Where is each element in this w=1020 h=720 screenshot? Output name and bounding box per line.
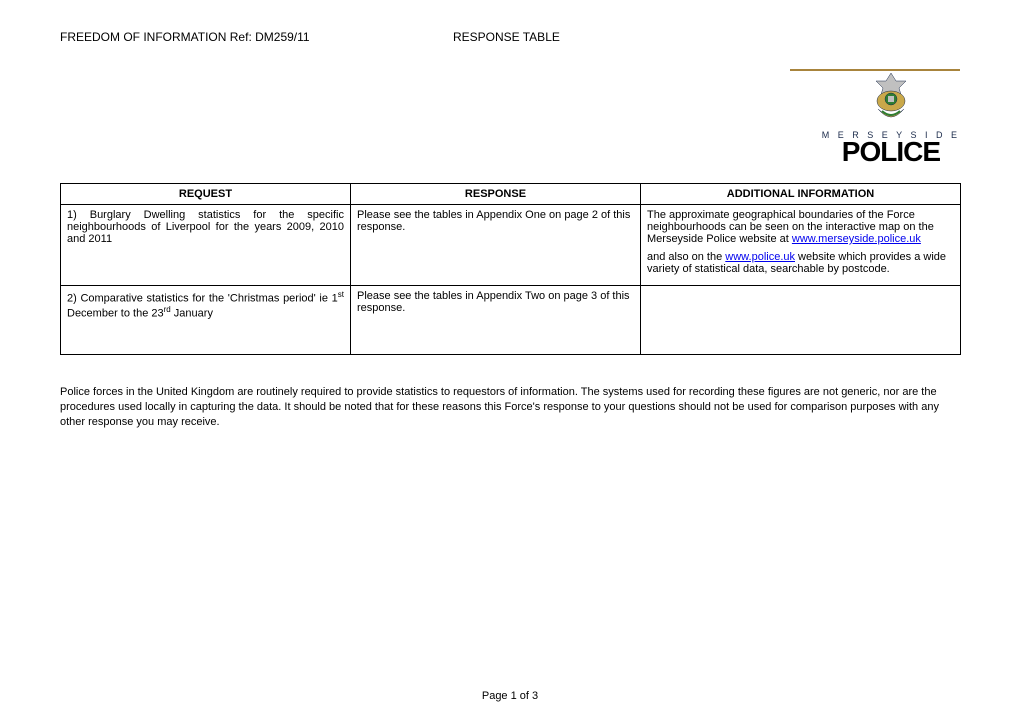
response-cell-1: Please see the tables in Appendix One on… (351, 205, 641, 286)
req2-sup1: st (338, 290, 344, 299)
disclaimer-text: Police forces in the United Kingdom are … (60, 385, 960, 430)
response-cell-2: Please see the tables in Appendix Two on… (351, 286, 641, 355)
table-row: 2) Comparative statistics for the 'Chris… (61, 286, 961, 355)
logo-line2: POLICE (822, 136, 960, 168)
additional-cell-2 (641, 286, 961, 355)
logo-block: M E R S E Y S I D E POLICE (60, 69, 960, 168)
table-header-row: REQUEST RESPONSE ADDITIONAL INFORMATION (61, 184, 961, 205)
req2-pre: 2) Comparative statistics for the 'Chris… (67, 293, 338, 305)
header-ref: FREEDOM OF INFORMATION Ref: DM259/11 (60, 30, 310, 44)
request-cell-2: 2) Comparative statistics for the 'Chris… (61, 286, 351, 355)
req2-post: January (171, 307, 213, 319)
additional-cell-1: The approximate geographical boundaries … (641, 205, 961, 286)
table-row: 1) Burglary Dwelling statistics for the … (61, 205, 961, 286)
header-title: RESPONSE TABLE (453, 30, 560, 44)
col-additional: ADDITIONAL INFORMATION (641, 184, 961, 205)
response-table: REQUEST RESPONSE ADDITIONAL INFORMATION … (60, 183, 961, 355)
police-badge-icon (866, 71, 916, 126)
link-merseyside[interactable]: www.merseyside.police.uk (792, 233, 921, 245)
page-footer: Page 1 of 3 (0, 690, 1020, 702)
request-cell-1: 1) Burglary Dwelling statistics for the … (61, 205, 351, 286)
req2-sup2: rd (164, 305, 171, 314)
page-header: FREEDOM OF INFORMATION Ref: DM259/11 RES… (60, 30, 960, 44)
addl-p2-pre: and also on the (647, 251, 725, 263)
col-request: REQUEST (61, 184, 351, 205)
req2-mid: December to the 23 (67, 307, 164, 319)
link-policeuk[interactable]: www.police.uk (725, 251, 795, 263)
col-response: RESPONSE (351, 184, 641, 205)
